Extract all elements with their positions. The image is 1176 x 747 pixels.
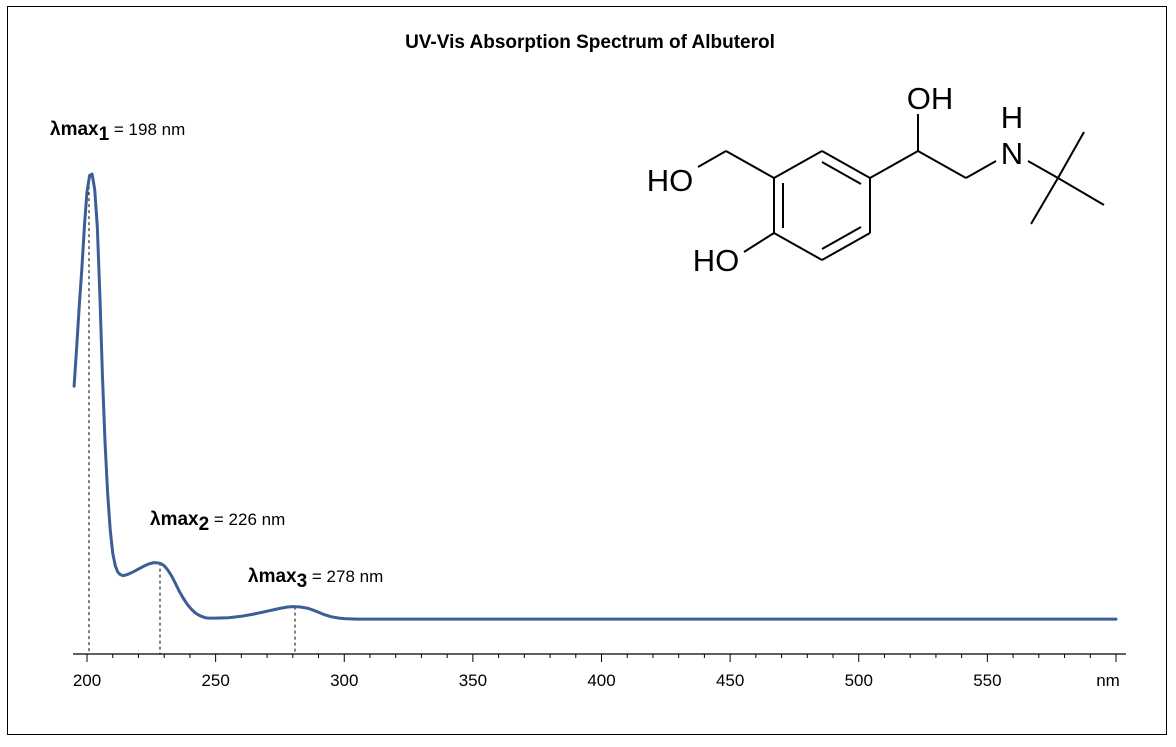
x-axis-label: nm xyxy=(1096,671,1120,690)
bond xyxy=(1030,177,1059,225)
amine-h-label: H xyxy=(1001,100,1023,135)
peak-label: λmax2 = 226 nm xyxy=(150,509,285,535)
oh-label: OH xyxy=(907,81,954,116)
bond xyxy=(773,150,823,179)
x-axis-ticks xyxy=(86,654,1117,662)
peak-droplines xyxy=(88,174,296,654)
bond xyxy=(965,160,997,179)
bond xyxy=(1057,177,1105,206)
x-tick-label: 500 xyxy=(845,671,873,690)
ho-label-left: HO xyxy=(647,163,694,198)
bond xyxy=(869,150,919,179)
x-axis-tick-labels: 200 250 300 350 400 450 500 550 xyxy=(73,671,1002,690)
x-tick-label: 450 xyxy=(716,671,744,690)
bond xyxy=(725,150,775,179)
bond xyxy=(1057,131,1085,179)
ho-label-bottom: HO xyxy=(693,243,740,278)
x-tick-label: 300 xyxy=(330,671,358,690)
x-tick-label: 400 xyxy=(587,671,615,690)
x-tick-label: 550 xyxy=(973,671,1001,690)
spectrum-series-line xyxy=(72,172,1118,621)
peak-label: λmax3 = 278 nm xyxy=(248,566,383,592)
x-tick-label: 350 xyxy=(459,671,487,690)
bond xyxy=(917,150,967,179)
bond xyxy=(697,150,727,168)
peak-annotations: λmax1 = 198 nm λmax2 = 226 nm λmax3 = 278 … xyxy=(50,119,383,592)
aromatic-bond xyxy=(821,161,862,185)
bond xyxy=(821,150,871,179)
bond xyxy=(1027,160,1059,179)
albuterol-structure xyxy=(697,114,1105,261)
aromatic-bond xyxy=(821,226,862,250)
bond xyxy=(821,232,871,261)
peak-label: λmax1 = 198 nm xyxy=(50,119,185,145)
figure-frame xyxy=(7,6,1167,735)
amine-n-label: N xyxy=(1001,136,1023,171)
x-tick-label: 200 xyxy=(73,671,101,690)
chart-title: UV-Vis Absorption Spectrum of Albuterol xyxy=(405,32,775,53)
bond xyxy=(743,232,775,253)
bond xyxy=(773,232,823,261)
x-tick-label: 250 xyxy=(201,671,229,690)
